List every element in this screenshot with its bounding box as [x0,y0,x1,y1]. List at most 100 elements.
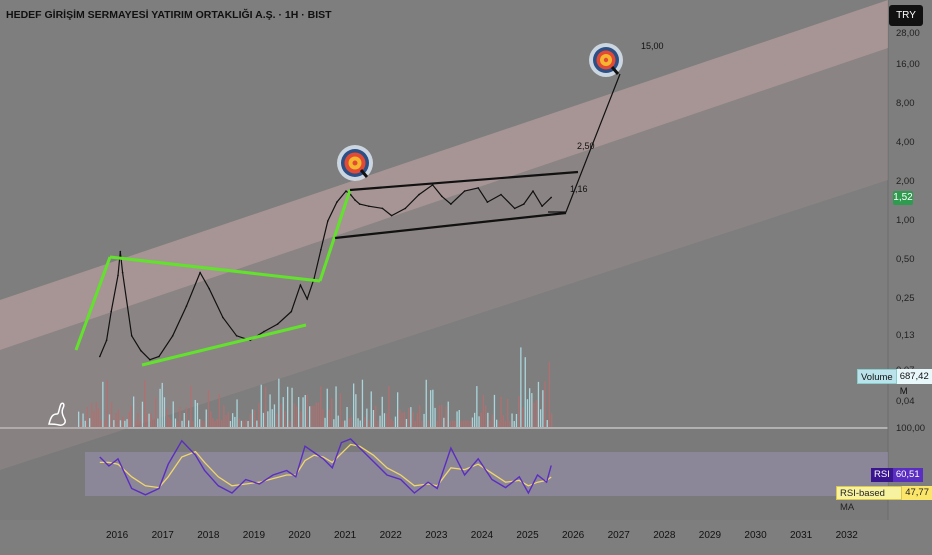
volume-bar [524,357,526,427]
volume-bar [227,412,229,427]
volume-bar [282,397,284,427]
volume-bar [320,386,322,427]
volume-bar [414,421,416,427]
volume-bar [485,405,487,427]
rsi-ma-value: 47,77 [902,486,932,500]
price-point [171,335,174,337]
volume-bar [199,419,201,427]
volume-bar [381,396,383,427]
volume-bar [137,413,139,427]
volume-bar [174,418,177,427]
volume-bar [449,421,452,427]
volume-bar [328,409,331,427]
volume-bar [135,420,137,427]
volume-bar [357,418,359,427]
volume-bar [229,421,232,427]
rsi-band [85,452,888,496]
rsi-ma-badge: RSI-based MA 47,77 [836,486,932,513]
rsi-top-label: 100,00 [896,423,926,434]
target-label-1: 15,00 [641,41,664,51]
rsi-ma-label: RSI-based MA [836,486,903,513]
volume-bar [392,420,394,427]
price-tick-label: 1,00 [896,215,915,226]
projection-path [548,73,621,213]
volume-bar [471,417,474,427]
volume-bar [408,408,410,427]
price-point [290,310,293,313]
projection-polyline [548,73,621,213]
volume-bar [460,420,463,427]
price-point [381,207,384,210]
time-tick-label: 2020 [288,530,311,541]
channel-top-line [349,170,579,192]
volume-bar [117,409,119,427]
price-tick-label: 0,25 [896,293,915,304]
volume-bar [304,395,306,427]
volume-bar [423,413,425,427]
volume-bar [212,418,214,427]
volume-bar [133,396,135,427]
volume-bar [339,393,342,427]
volume-bars [78,347,553,427]
volume-bar [223,405,225,427]
volume-bar [425,379,427,427]
price-point [532,190,534,192]
time-tick-label: 2028 [653,530,676,541]
volume-bar [276,413,278,427]
volume-bar [295,406,298,427]
volume-bar [210,411,212,427]
volume-bar [324,417,326,427]
price-point [208,287,210,290]
volume-bar [388,386,390,427]
volume-bar [289,420,291,427]
volume-bar [445,406,447,427]
volume-bar [148,413,150,427]
volume-bar [478,416,480,427]
volume-bar [265,386,267,427]
volume-bar [496,419,498,427]
volume-bar [251,409,254,427]
price-point [130,335,133,337]
price-point [263,330,265,333]
volume-bar [152,418,155,427]
rsi-line [99,438,552,496]
volume-bar [262,412,265,427]
target-icon-2 [589,43,623,77]
volume-bar [306,394,309,427]
logo-icon [48,402,66,426]
price-point [358,203,361,205]
volume-bar [487,412,489,427]
volume-bar [458,410,460,427]
price-point [121,271,124,274]
volume-bar [309,406,311,427]
currency-button[interactable]: TRY [889,5,923,26]
price-tick-label: 8,00 [896,98,915,109]
volume-badge: Volume 687,42 M [857,369,932,397]
volume-bar [498,420,500,427]
price-tick-label: 0,04 [896,396,915,408]
time-tick-label: 2021 [334,530,357,541]
volume-bar [342,420,344,427]
volume-bar [216,419,218,427]
volume-bar [104,420,106,427]
volume-bar [493,394,496,427]
volume-bar [238,418,240,427]
volume-bar [311,405,313,427]
rsi-badge: RSI 60,51 [871,468,923,482]
volume-bar [353,383,355,427]
price-point [235,335,238,337]
volume-bar [203,420,205,427]
time-tick-label: 2019 [242,530,266,541]
volume-bar [130,406,133,427]
volume-bar [196,402,199,427]
volume-bar [348,418,350,427]
volume-bar [271,409,273,427]
volume-bar [161,382,163,427]
volume-bar [372,410,375,427]
volume-bar [513,421,515,427]
volume-bar [119,420,122,427]
volume-bar [500,396,502,427]
volume-bar [491,414,493,427]
